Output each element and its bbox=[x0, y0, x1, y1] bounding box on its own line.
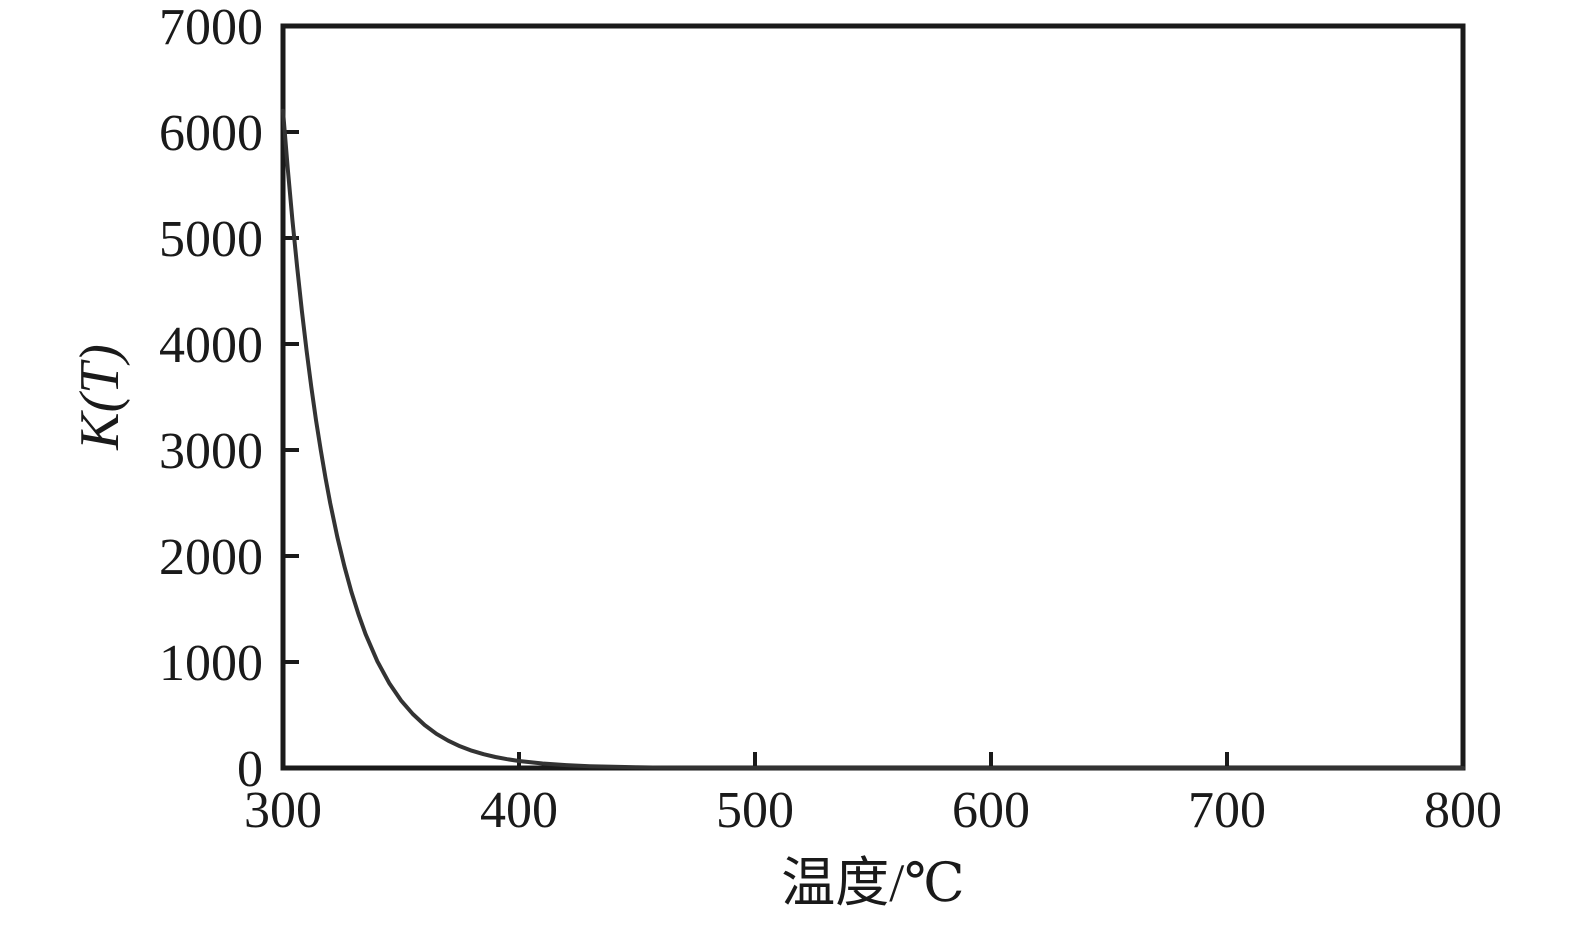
x-tick-label: 700 bbox=[1188, 782, 1266, 839]
y-tick-label: 2000 bbox=[159, 529, 263, 586]
plot-border bbox=[280, 23, 1466, 771]
x-tick-label: 300 bbox=[244, 782, 322, 839]
x-tick-label: 800 bbox=[1424, 782, 1502, 839]
y-tick-label: 6000 bbox=[159, 105, 263, 162]
y-axis-title: K(T) bbox=[69, 344, 131, 450]
y-tick-label: 5000 bbox=[159, 211, 263, 268]
series-curve bbox=[281, 108, 1465, 770]
x-tick-label: 600 bbox=[952, 782, 1030, 839]
y-tick-label: 3000 bbox=[159, 423, 263, 480]
x-tick-label: 400 bbox=[480, 782, 558, 839]
x-axis-title: 温度/℃ bbox=[781, 853, 965, 913]
y-tick-label: 4000 bbox=[159, 317, 263, 374]
y-tick-label: 1000 bbox=[159, 635, 263, 692]
x-tick-label: 500 bbox=[716, 782, 794, 839]
y-tick-label: 7000 bbox=[159, 0, 263, 56]
y-tick-label: 0 bbox=[237, 741, 263, 798]
